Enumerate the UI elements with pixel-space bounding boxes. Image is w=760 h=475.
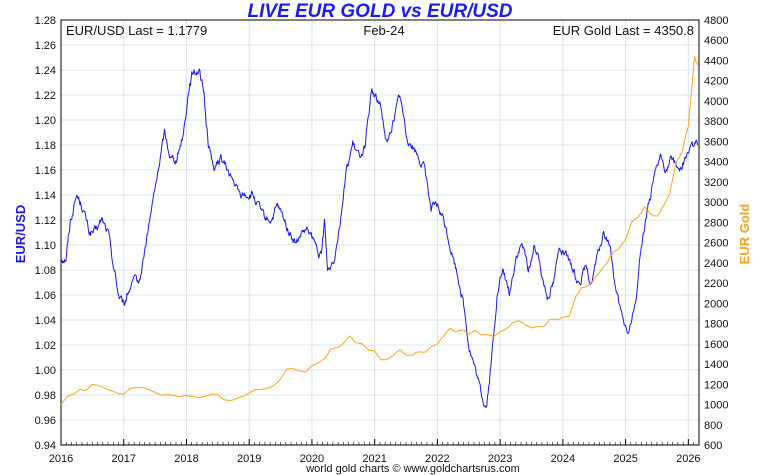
x-tick-label: 2018 (174, 453, 198, 465)
date-subtitle: Feb-24 (363, 23, 404, 38)
y-left-tick-label: 1.00 (35, 365, 56, 377)
x-tick-label: 2025 (613, 453, 637, 465)
y-right-tick-label: 3000 (704, 197, 728, 209)
grid (60, 19, 700, 446)
y-right-tick-label: 2200 (704, 278, 728, 290)
y-left-tick-label: 1.10 (35, 240, 56, 252)
x-tick-label: 2020 (300, 453, 324, 465)
y-right-tick-label: 600 (704, 440, 722, 452)
y-right-tick-label: 4200 (704, 76, 728, 88)
x-tick-label: 2019 (237, 453, 261, 465)
x-tick-label: 2017 (111, 453, 135, 465)
y-right-tick-label: 4000 (704, 96, 728, 108)
y-left-tick-label: 1.18 (35, 140, 56, 152)
y-right-tick-label: 1800 (704, 319, 728, 331)
plot-frame (60, 19, 700, 446)
y-right-tick-label: 3800 (704, 116, 728, 128)
series-eur-gold-line (60, 55, 699, 405)
y-left-tick-label: 1.12 (35, 215, 56, 227)
eurusd-last-annotation: EUR/USD Last = 1.1779 (66, 23, 207, 38)
y-right-tick-label: 1200 (704, 379, 728, 391)
y-right-tick-label: 1600 (704, 339, 728, 351)
y-left-tick-label: 1.02 (35, 340, 56, 352)
series-eurusd-line (60, 68, 699, 408)
y-left-tick-label: 1.22 (35, 90, 56, 102)
y-left-tick-label: 1.26 (35, 40, 56, 52)
tick-labels: 2016 2017 2018 2019 2020 2021 2022 2023 2024 2025… (35, 15, 729, 465)
y-right-tick-label: 2600 (704, 238, 728, 250)
y-right-tick-label: 4800 (704, 15, 728, 27)
x-tick-label: 2026 (676, 453, 700, 465)
y-right-tick-label: 2000 (704, 298, 728, 310)
chart-title: LIVE EUR GOLD vs EUR/USD (248, 1, 513, 22)
y-left-tick-label: 1.14 (35, 190, 56, 202)
y-left-tick-label: 1.16 (35, 165, 56, 177)
y-left-tick-label: 0.96 (35, 415, 56, 427)
x-tick-label: 2021 (362, 453, 386, 465)
x-tick-label: 2022 (425, 453, 449, 465)
y-left-tick-label: 1.04 (35, 315, 56, 327)
y-right-tick-label: 4600 (704, 35, 728, 47)
x-tick-label: 2024 (551, 453, 575, 465)
source-credit: world gold charts © www.goldchartsrus.co… (305, 463, 520, 475)
y-right-tick-label: 1400 (704, 359, 728, 371)
y-left-tick-label: 1.28 (35, 15, 56, 27)
y-right-tick-label: 3400 (704, 157, 728, 169)
y-right-tick-label: 800 (704, 420, 722, 432)
x-tick-label: 2016 (49, 453, 73, 465)
y-left-tick-label: 1.06 (35, 290, 56, 302)
y-left-tick-label: 1.20 (35, 115, 56, 127)
y-left-tick-label: 0.98 (35, 390, 56, 402)
eur-gold-last-annotation: EUR Gold Last = 4350.8 (553, 23, 694, 38)
y-right-tick-label: 4400 (704, 55, 728, 67)
series-layer (60, 55, 699, 408)
y-left-tick-label: 1.24 (35, 65, 56, 77)
left-axis-label: EUR/USD (13, 205, 28, 264)
y-right-tick-label: 1000 (704, 400, 728, 412)
y-left-tick-label: 1.08 (35, 265, 56, 277)
y-right-tick-label: 3200 (704, 177, 728, 189)
right-axis-label: EUR Gold (737, 204, 752, 265)
y-left-tick-label: 0.94 (35, 440, 56, 452)
y-right-tick-label: 2400 (704, 258, 728, 270)
y-right-tick-label: 2800 (704, 217, 728, 229)
y-right-tick-label: 3600 (704, 136, 728, 148)
x-tick-label: 2023 (488, 453, 512, 465)
